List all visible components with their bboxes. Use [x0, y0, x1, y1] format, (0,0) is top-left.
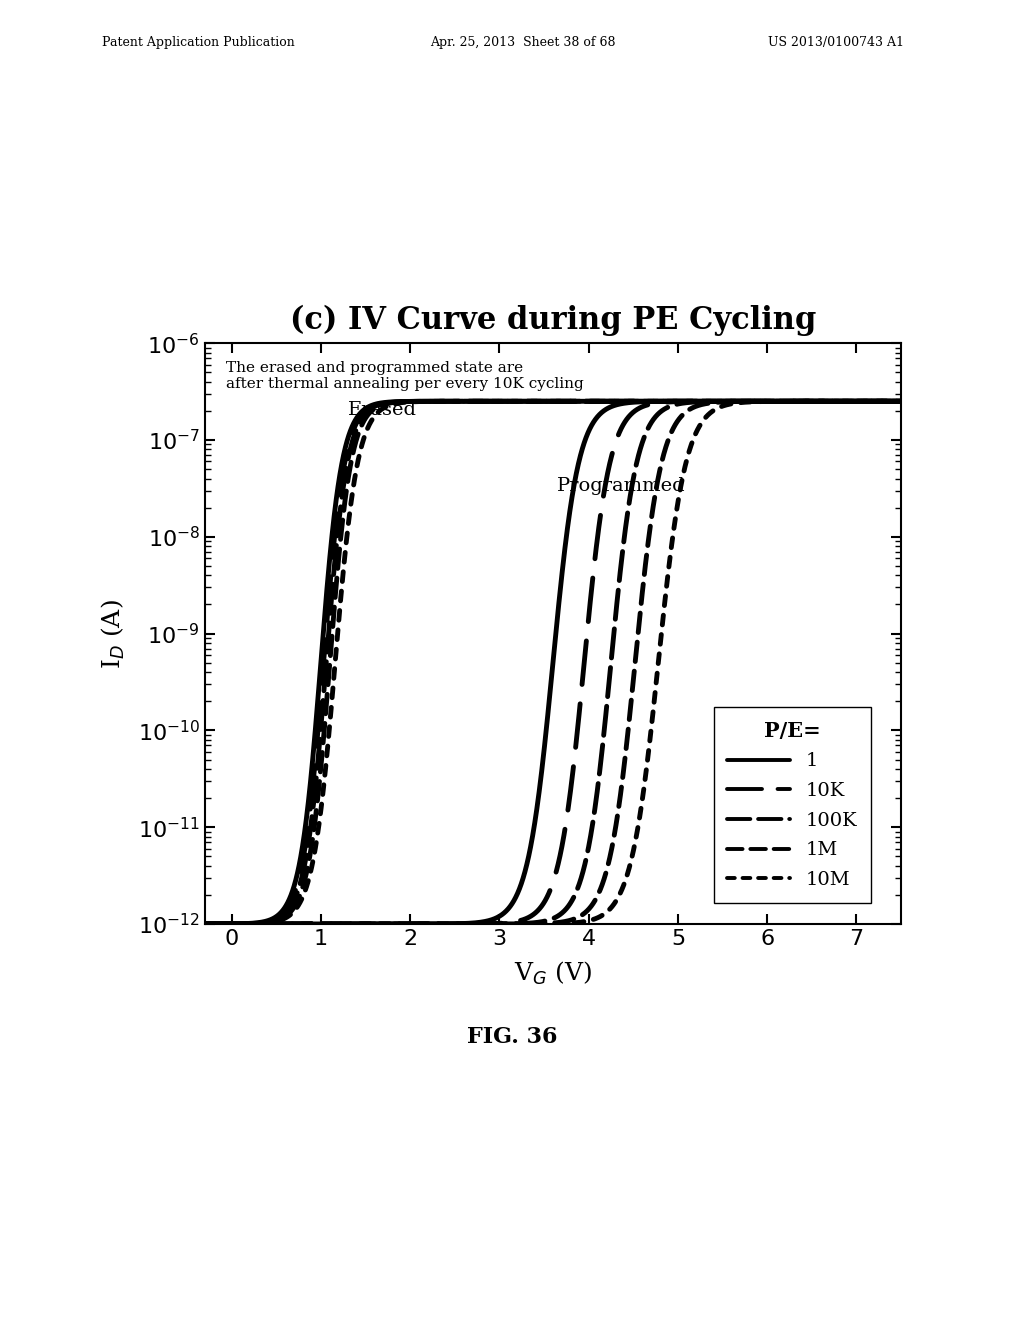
Text: Erased: Erased [347, 401, 417, 420]
Title: (c) IV Curve during PE Cycling: (c) IV Curve during PE Cycling [290, 305, 816, 337]
Legend: 1, 10K, 100K, 1M, 10M: 1, 10K, 100K, 1M, 10M [714, 708, 870, 903]
Y-axis label: I$_{D}$ (A): I$_{D}$ (A) [99, 599, 127, 668]
Text: Programmed: Programmed [557, 477, 686, 495]
Text: The erased and programmed state are
after thermal annealing per every 10K cyclin: The erased and programmed state are afte… [225, 360, 584, 391]
Text: US 2013/0100743 A1: US 2013/0100743 A1 [768, 36, 904, 49]
Text: Apr. 25, 2013  Sheet 38 of 68: Apr. 25, 2013 Sheet 38 of 68 [430, 36, 615, 49]
X-axis label: V$_{G}$ (V): V$_{G}$ (V) [514, 960, 592, 987]
Text: FIG. 36: FIG. 36 [467, 1026, 557, 1048]
Text: Patent Application Publication: Patent Application Publication [102, 36, 295, 49]
